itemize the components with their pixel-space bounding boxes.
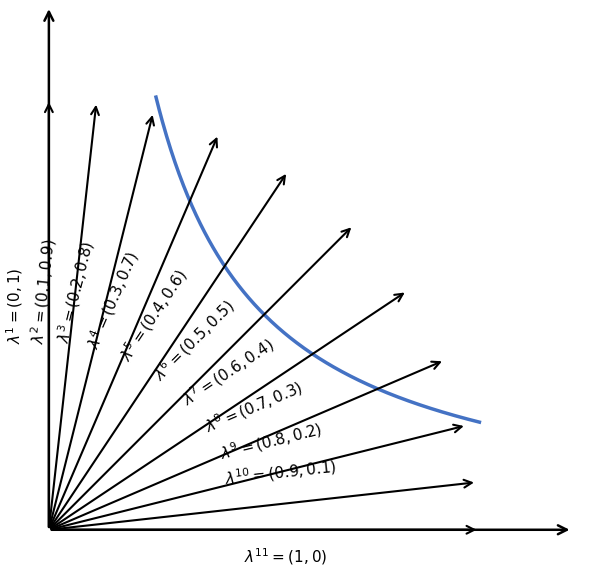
Text: $\lambda^{5} = (0.4,0.6)$: $\lambda^{5} = (0.4,0.6)$	[116, 265, 191, 365]
Text: $\lambda^{4} = (0.3,0.7)$: $\lambda^{4} = (0.3,0.7)$	[83, 247, 143, 351]
Text: $\lambda^{2} = (0.1,0.9)$: $\lambda^{2} = (0.1,0.9)$	[28, 237, 59, 345]
Text: $\lambda^{7} = (0.6,0.4)$: $\lambda^{7} = (0.6,0.4)$	[179, 334, 278, 410]
Text: $\lambda^{9} = (0.8,0.2)$: $\lambda^{9} = (0.8,0.2)$	[218, 419, 324, 464]
Text: $\lambda^{8} = (0.7,0.3)$: $\lambda^{8} = (0.7,0.3)$	[202, 377, 306, 438]
Text: $\lambda^{6} = (0.5,0.5)$: $\lambda^{6} = (0.5,0.5)$	[149, 295, 239, 384]
Text: $\lambda^{3} = (0.2,0.8)$: $\lambda^{3} = (0.2,0.8)$	[53, 239, 98, 345]
Text: $\lambda^{11} = (1,0)$: $\lambda^{11} = (1,0)$	[244, 546, 328, 566]
Text: $\lambda^{1} = (0,1)$: $\lambda^{1} = (0,1)$	[4, 268, 25, 344]
Text: $\lambda^{10} = (0.9,0.1)$: $\lambda^{10} = (0.9,0.1)$	[224, 456, 338, 488]
